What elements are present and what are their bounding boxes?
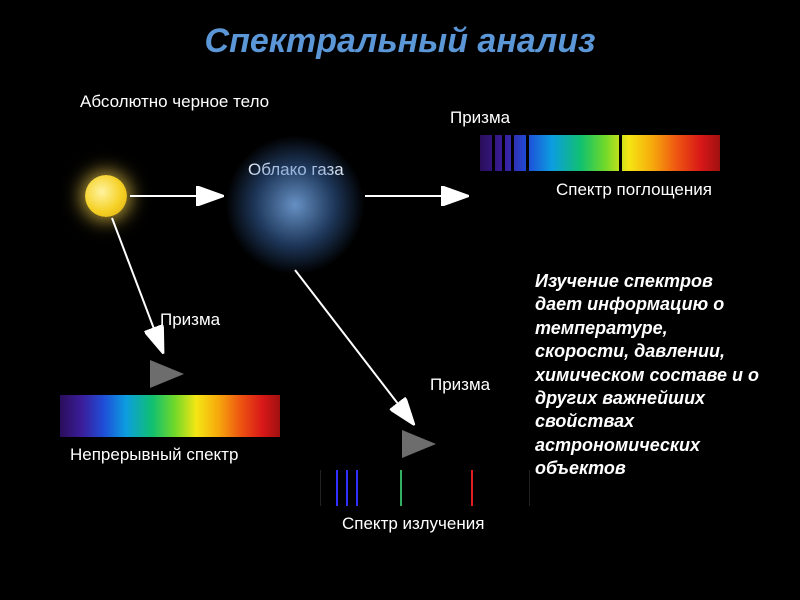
arrow-cloud-to-prism bbox=[295, 270, 412, 422]
arrow-sun-to-prism bbox=[112, 218, 162, 350]
arrow-sun-to-cloud bbox=[0, 0, 800, 600]
